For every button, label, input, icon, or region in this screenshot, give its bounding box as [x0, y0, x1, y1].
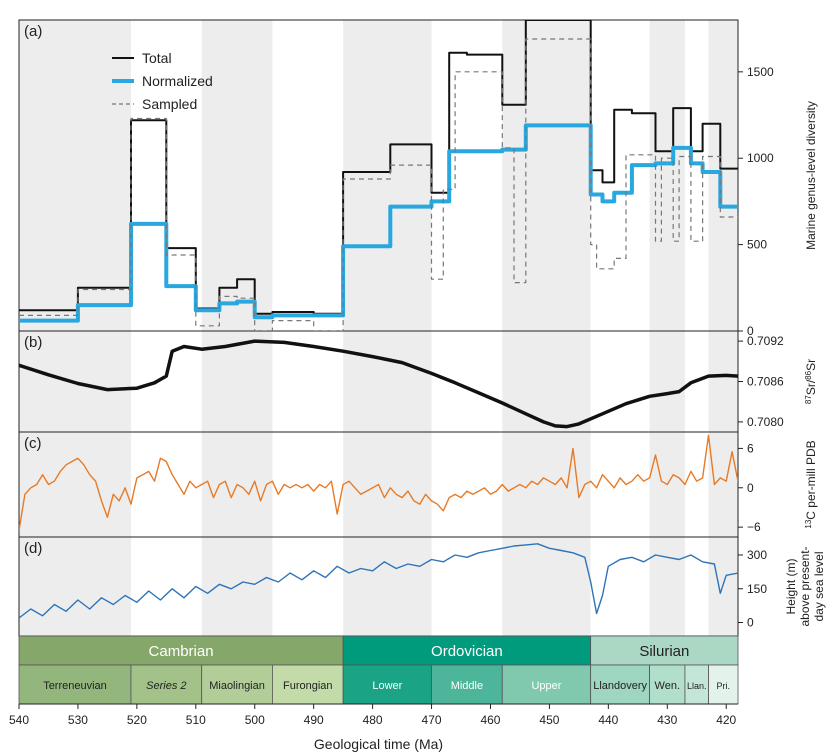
panel-label-b: (b) — [24, 334, 42, 351]
ytick-label-b-1: 0.7086 — [747, 375, 784, 389]
series-line-d-0 — [19, 543, 738, 619]
epoch-box-10 — [708, 664, 739, 705]
panel-label-c: (c) — [24, 435, 42, 452]
series-line-a-normalized — [19, 123, 738, 323]
epoch-box-4 — [342, 664, 432, 705]
ylabel-seg-c-1: C per-mill PDB — [804, 440, 818, 519]
time-band-0 — [19, 20, 131, 636]
series-group-c — [19, 434, 738, 531]
series-group-d — [19, 543, 738, 619]
ytick-label-c-1: 0 — [747, 481, 754, 495]
epoch-box-1 — [130, 664, 203, 705]
epoch-label-5: Middle — [451, 680, 483, 692]
period-label-cambrian: Cambrian — [149, 643, 214, 660]
epoch-label-2: Miaolingian — [209, 680, 265, 692]
ylabel-seg-b-1: Sr/ — [804, 379, 818, 395]
ytick-label-a-0: 0 — [747, 324, 754, 338]
period-label-ordovician: Ordovician — [431, 643, 503, 660]
epoch-label-3: Furongian — [283, 680, 333, 692]
epoch-label-1: Series 2 — [146, 680, 186, 692]
ylabel-seg-b-3: Sr — [804, 359, 818, 371]
epoch-box-6 — [501, 664, 592, 705]
ytick-label-c-2: 6 — [747, 441, 754, 455]
ylabel-d-line-1: above present- — [798, 546, 812, 626]
epoch-box-0 — [18, 664, 132, 705]
ytick-label-c-0: −6 — [747, 520, 761, 534]
epoch-label-10: Pri. — [717, 681, 731, 691]
epoch-label-7: Llandovery — [593, 680, 647, 692]
xtick-label-3: 510 — [186, 713, 206, 727]
xtick-label-0: 540 — [9, 713, 29, 727]
xtick-label-8: 460 — [480, 713, 500, 727]
period-box-silurian — [590, 635, 739, 666]
period-box-cambrian — [18, 635, 344, 666]
xtick-label-2: 520 — [127, 713, 147, 727]
time-band-4 — [343, 20, 432, 636]
time-band-2 — [201, 20, 273, 636]
ylabel-seg-c-0: 13 — [804, 519, 813, 528]
xtick-label-4: 500 — [245, 713, 265, 727]
ylabel-c: 13C per-mill PDB — [804, 440, 819, 528]
series-line-b-0 — [19, 339, 738, 429]
period-label-silurian: Silurian — [639, 643, 689, 660]
series-group-a — [19, 20, 738, 331]
time-band-5 — [431, 20, 503, 636]
ylabel-seg-b-0: 87 — [804, 395, 813, 404]
ylabel-a: Marine genus-level diversity — [804, 101, 818, 250]
series-line-c-0 — [19, 434, 738, 531]
epoch-label-8: Wen. — [655, 680, 680, 692]
ytick-label-a-1: 500 — [747, 238, 767, 252]
series-group-b — [19, 339, 738, 429]
ylabel-d-line-2: day sea level — [812, 551, 826, 621]
xtick-label-6: 480 — [363, 713, 383, 727]
epoch-label-4: Lower — [372, 680, 402, 692]
epoch-box-3 — [272, 664, 344, 705]
time-band-1 — [130, 20, 202, 636]
xtick-label-12: 420 — [716, 713, 736, 727]
period-box-ordovician — [342, 635, 592, 666]
ytick-label-d-2: 300 — [747, 548, 767, 562]
legend-label-normalized: Normalized — [142, 73, 213, 89]
legend-label-total: Total — [142, 50, 172, 66]
ytick-label-a-2: 1000 — [747, 151, 774, 165]
time-band-9 — [684, 20, 709, 636]
ylabel-seg-b-2: 86 — [804, 370, 813, 379]
time-band-10 — [708, 20, 738, 636]
epoch-label-9: Llan. — [687, 681, 707, 691]
ylabel-d-line-0: Height (m) — [784, 558, 798, 614]
panel-label-d: (d) — [24, 540, 42, 557]
time-band-7 — [590, 20, 650, 636]
ytick-label-a-3: 1500 — [747, 65, 774, 79]
epoch-box-2 — [201, 664, 273, 705]
xtick-label-1: 530 — [68, 713, 88, 727]
epoch-box-5 — [431, 664, 503, 705]
ylabel-b: 87Sr/86Sr — [804, 359, 819, 404]
xtick-label-5: 490 — [304, 713, 324, 727]
ytick-label-b-0: 0.7080 — [747, 415, 784, 429]
x-axis-label: Geological time (Ma) — [314, 736, 443, 752]
xtick-label-9: 450 — [539, 713, 559, 727]
ytick-label-b-2: 0.7092 — [747, 334, 784, 348]
panel-label-a: (a) — [24, 23, 42, 40]
xtick-label-11: 430 — [657, 713, 677, 727]
epoch-label-6: Upper — [531, 680, 561, 692]
ytick-label-d-0: 0 — [747, 616, 754, 630]
xtick-label-10: 440 — [598, 713, 618, 727]
epoch-box-8 — [649, 664, 686, 705]
legend-label-sampled: Sampled — [142, 96, 197, 112]
time-band-6 — [502, 20, 591, 636]
time-band-3 — [272, 20, 344, 636]
epoch-label-0: Terreneuvian — [43, 680, 107, 692]
series-line-a-sampled — [19, 38, 738, 331]
xtick-label-7: 470 — [422, 713, 442, 727]
ytick-label-d-1: 150 — [747, 582, 767, 596]
